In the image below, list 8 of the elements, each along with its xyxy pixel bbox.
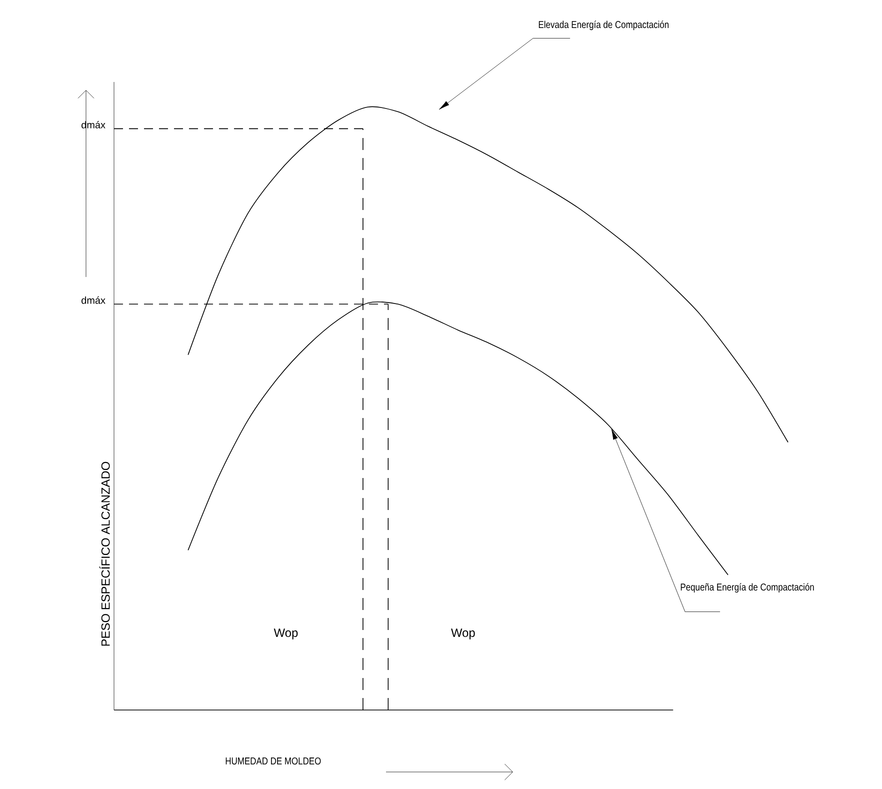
ref-line-label: dmáx bbox=[82, 120, 106, 128]
text: Elevada Energía de Compactación bbox=[538, 20, 669, 30]
annotation: Wop bbox=[274, 628, 298, 640]
annotation: Pequeña Energía de Compactación bbox=[680, 583, 814, 593]
text: PESO ESPECÍFICO ALCANZADO bbox=[99, 462, 110, 646]
ref-line-label: dmáx bbox=[82, 296, 106, 304]
annotation: Wop bbox=[451, 628, 475, 640]
x-axis-title: HUMEDAD DE MOLDEO bbox=[226, 757, 321, 765]
